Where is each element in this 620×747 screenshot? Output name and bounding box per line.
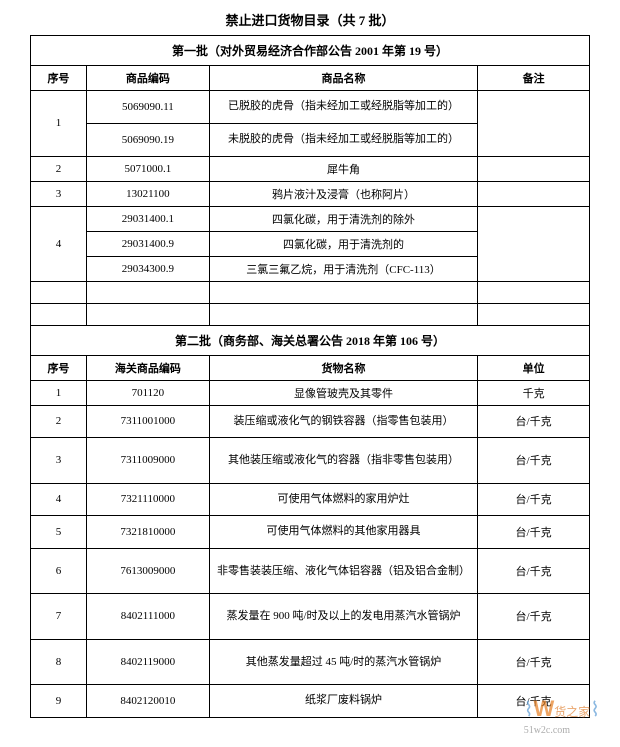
cell-name: 四氯化碳，用于清洗剂的 — [209, 231, 477, 256]
table-row: 7 8402111000 蒸发量在 900 吨/时及以上的发电用蒸汽水管锅炉 台… — [31, 594, 590, 639]
document-title: 禁止进口货物目录（共 7 批） — [30, 10, 590, 29]
cell-name: 纸浆厂废料锅炉 — [209, 684, 477, 717]
cell-code: 7321810000 — [86, 516, 209, 549]
cell-note: 台/千克 — [478, 639, 590, 684]
batch2-header-row: 序号 海关商品编码 货物名称 单位 — [31, 355, 590, 380]
table-row: 3 7311009000 其他装压缩或液化气的容器（指非零售包装用） 台/千克 — [31, 438, 590, 483]
table-row: 4 29031400.1 四氯化碳，用于清洗剂的除外 — [31, 206, 590, 231]
cell-seq: 3 — [31, 438, 87, 483]
laurel-left-icon: ⌇ — [524, 699, 534, 721]
cell-name: 装压缩或液化气的钢铁容器（指零售包装用） — [209, 405, 477, 438]
cell-name: 显像管玻壳及其零件 — [209, 380, 477, 405]
laurel-right-icon: ⌇ — [590, 699, 600, 721]
spacer-row — [31, 281, 590, 303]
cell-seq: 5 — [31, 516, 87, 549]
cell-name: 三氯三氟乙烷，用于清洗剂（CFC-113） — [209, 256, 477, 281]
cell-name: 可使用气体燃料的其他家用器具 — [209, 516, 477, 549]
table-row: 6 7613009000 非零售装装压缩、液化气体铝容器（铝及铝合金制） 台/千… — [31, 549, 590, 594]
cell-name: 未脱胶的虎骨（指未经加工或经脱脂等加工的） — [209, 123, 477, 156]
watermark-logo: W — [533, 696, 554, 721]
cell-note: 台/千克 — [478, 438, 590, 483]
cell-seq: 7 — [31, 594, 87, 639]
cell-name: 非零售装装压缩、液化气体铝容器（铝及铝合金制） — [209, 549, 477, 594]
cell-code: 5069090.19 — [86, 123, 209, 156]
cell-code: 8402120010 — [86, 684, 209, 717]
watermark: ⌇W货之家⌇ 51w2c.com — [524, 696, 600, 737]
cell-seq: 1 — [31, 380, 87, 405]
col-note: 备注 — [478, 66, 590, 91]
cell-seq: 4 — [31, 206, 87, 281]
cell-note — [478, 156, 590, 181]
col-seq: 序号 — [31, 66, 87, 91]
cell-code: 29031400.1 — [86, 206, 209, 231]
cell-seq: 2 — [31, 156, 87, 181]
watermark-url: 51w2c.com — [524, 725, 570, 736]
table-row: 1 5069090.11 已脱胶的虎骨（指未经加工或经脱脂等加工的） — [31, 91, 590, 124]
cell-note — [478, 181, 590, 206]
cell-name: 蒸发量在 900 吨/时及以上的发电用蒸汽水管锅炉 — [209, 594, 477, 639]
table-row: 4 7321110000 可使用气体燃料的家用炉灶 台/千克 — [31, 483, 590, 516]
cell-code: 7321110000 — [86, 483, 209, 516]
table-row: 3 13021100 鸦片液汁及浸膏（也称阿片） — [31, 181, 590, 206]
col-code: 商品编码 — [86, 66, 209, 91]
cell-name: 四氯化碳，用于清洗剂的除外 — [209, 206, 477, 231]
cell-name: 犀牛角 — [209, 156, 477, 181]
cell-code: 5071000.1 — [86, 156, 209, 181]
cell-note: 台/千克 — [478, 594, 590, 639]
cell-note: 台/千克 — [478, 483, 590, 516]
cell-code: 7311009000 — [86, 438, 209, 483]
cell-note — [478, 91, 590, 157]
table-row: 9 8402120010 纸浆厂废料锅炉 台/千克 — [31, 684, 590, 717]
cell-note: 千克 — [478, 380, 590, 405]
catalog-table: 第一批（对外贸易经济合作部公告 2001 年第 19 号） 序号 商品编码 商品… — [30, 35, 590, 718]
cell-code: 7311001000 — [86, 405, 209, 438]
cell-code: 29031400.9 — [86, 231, 209, 256]
cell-seq: 8 — [31, 639, 87, 684]
cell-seq: 6 — [31, 549, 87, 594]
table-row: 2 7311001000 装压缩或液化气的钢铁容器（指零售包装用） 台/千克 — [31, 405, 590, 438]
cell-seq: 9 — [31, 684, 87, 717]
cell-note: 台/千克 — [478, 549, 590, 594]
cell-name: 其他蒸发量超过 45 吨/时的蒸汽水管锅炉 — [209, 639, 477, 684]
col-name: 商品名称 — [209, 66, 477, 91]
cell-code: 701120 — [86, 380, 209, 405]
cell-seq: 1 — [31, 91, 87, 157]
watermark-text: 货之家 — [554, 705, 590, 719]
col-code: 海关商品编码 — [86, 355, 209, 380]
batch1-header: 第一批（对外贸易经济合作部公告 2001 年第 19 号） — [31, 36, 590, 66]
cell-note — [478, 206, 590, 281]
batch1-header-row: 序号 商品编码 商品名称 备注 — [31, 66, 590, 91]
cell-seq: 4 — [31, 483, 87, 516]
cell-seq: 2 — [31, 405, 87, 438]
cell-name: 已脱胶的虎骨（指未经加工或经脱脂等加工的） — [209, 91, 477, 124]
cell-code: 13021100 — [86, 181, 209, 206]
cell-code: 29034300.9 — [86, 256, 209, 281]
col-note: 单位 — [478, 355, 590, 380]
cell-code: 8402111000 — [86, 594, 209, 639]
col-name: 货物名称 — [209, 355, 477, 380]
cell-code: 8402119000 — [86, 639, 209, 684]
table-row: 1 701120 显像管玻壳及其零件 千克 — [31, 380, 590, 405]
col-seq: 序号 — [31, 355, 87, 380]
table-row: 8 8402119000 其他蒸发量超过 45 吨/时的蒸汽水管锅炉 台/千克 — [31, 639, 590, 684]
cell-note: 台/千克 — [478, 405, 590, 438]
cell-name: 可使用气体燃料的家用炉灶 — [209, 483, 477, 516]
batch2-header: 第二批（商务部、海关总署公告 2018 年第 106 号） — [31, 325, 590, 355]
cell-code: 5069090.11 — [86, 91, 209, 124]
table-row: 5 7321810000 可使用气体燃料的其他家用器具 台/千克 — [31, 516, 590, 549]
cell-seq: 3 — [31, 181, 87, 206]
spacer-row — [31, 303, 590, 325]
table-row: 2 5071000.1 犀牛角 — [31, 156, 590, 181]
cell-code: 7613009000 — [86, 549, 209, 594]
cell-note: 台/千克 — [478, 516, 590, 549]
cell-name: 鸦片液汁及浸膏（也称阿片） — [209, 181, 477, 206]
cell-name: 其他装压缩或液化气的容器（指非零售包装用） — [209, 438, 477, 483]
